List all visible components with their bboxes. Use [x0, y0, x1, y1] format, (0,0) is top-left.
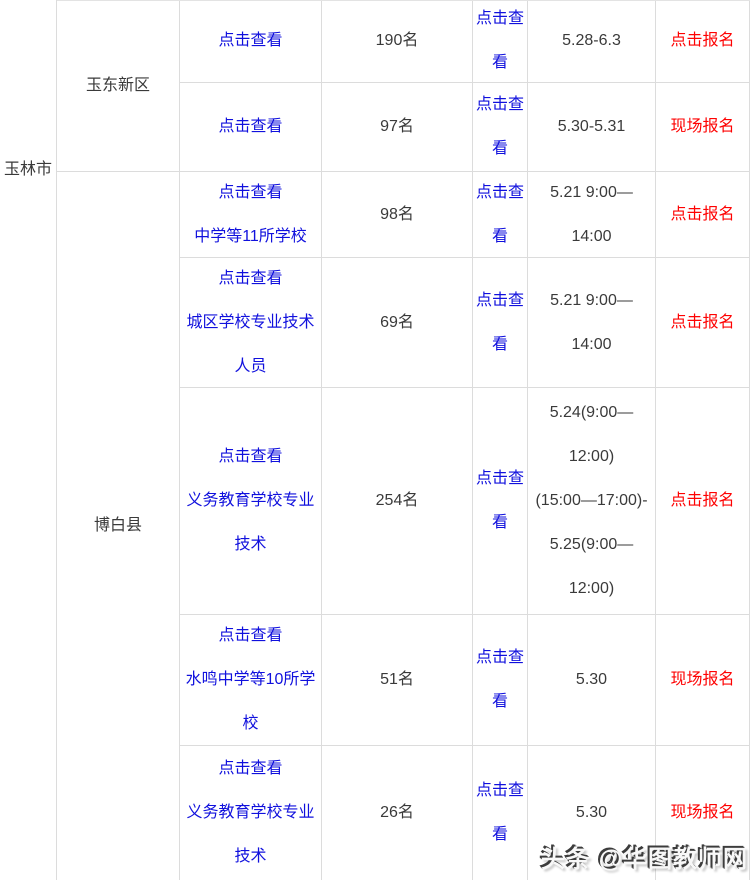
signup-link[interactable]: 点击报名	[656, 388, 750, 615]
date-range: 5.24(9:00— 12:00) (15:00—17:00)- 5.25(9:…	[528, 388, 656, 615]
date-range: 5.21 9:00— 14:00	[528, 258, 656, 388]
vacancy-count: 26名	[322, 746, 473, 880]
vacancy-count: 69名	[322, 258, 473, 388]
view-link[interactable]: 点击查 看	[473, 746, 528, 880]
date-range: 5.30-5.31	[528, 83, 656, 172]
view-link[interactable]: 点击查 看	[473, 83, 528, 172]
date-range: 5.30	[528, 615, 656, 746]
signup-label: 现场报名	[656, 746, 750, 880]
city-cell: 玉林市	[0, 0, 57, 880]
signup-label: 现场报名	[656, 83, 750, 172]
view-link[interactable]: 点击查 看	[473, 172, 528, 258]
district-cell-yudong: 玉东新区	[57, 0, 180, 172]
vacancy-count: 98名	[322, 172, 473, 258]
date-range: 5.28-6.3	[528, 0, 656, 83]
vacancy-count: 254名	[322, 388, 473, 615]
view-details-link[interactable]: 点击查看 城区学校专业技术 人员	[180, 258, 322, 388]
view-details-link[interactable]: 点击查看 义务教育学校专业 技术	[180, 746, 322, 880]
view-details-link[interactable]: 点击查看	[180, 0, 322, 83]
vacancy-count: 51名	[322, 615, 473, 746]
watermark-huatu-teacher-net: 头条 @华图教师网	[540, 846, 748, 873]
view-details-link[interactable]: 点击查看 水鸣中学等10所学 校	[180, 615, 322, 746]
signup-label: 现场报名	[656, 615, 750, 746]
vacancy-count: 190名	[322, 0, 473, 83]
signup-link[interactable]: 点击报名	[656, 172, 750, 258]
view-details-link[interactable]: 点击查看 中学等11所学校	[180, 172, 322, 258]
signup-link[interactable]: 点击报名	[656, 0, 750, 83]
date-range: 5.21 9:00— 14:00	[528, 172, 656, 258]
view-details-link[interactable]: 点击查看 义务教育学校专业 技术	[180, 388, 322, 615]
view-details-link[interactable]: 点击查看	[180, 83, 322, 172]
vacancy-count: 97名	[322, 83, 473, 172]
view-link[interactable]: 点击查 看	[473, 258, 528, 388]
view-link[interactable]: 点击查 看	[473, 388, 528, 615]
signup-link[interactable]: 点击报名	[656, 258, 750, 388]
district-cell-bobai: 博白县	[57, 172, 180, 880]
view-link[interactable]: 点击查 看	[473, 0, 528, 83]
view-link[interactable]: 点击查 看	[473, 615, 528, 746]
table-top-border	[57, 0, 750, 1]
date-range: 5.30	[528, 746, 656, 880]
